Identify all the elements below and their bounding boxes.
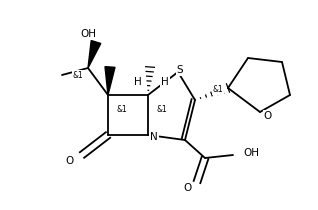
Text: &1: &1 [117, 105, 128, 114]
Polygon shape [88, 41, 101, 68]
Text: &1: &1 [213, 85, 223, 94]
Polygon shape [105, 67, 115, 95]
Text: N: N [150, 132, 158, 142]
Text: H: H [134, 77, 142, 87]
Text: OH: OH [80, 29, 96, 39]
Text: H: H [161, 77, 169, 87]
Text: OH: OH [243, 148, 259, 158]
Text: O: O [183, 183, 191, 193]
Text: O: O [66, 156, 74, 166]
Text: &1: &1 [157, 105, 167, 114]
Text: O: O [264, 111, 272, 121]
Text: S: S [177, 65, 183, 75]
Text: &1: &1 [73, 71, 83, 80]
